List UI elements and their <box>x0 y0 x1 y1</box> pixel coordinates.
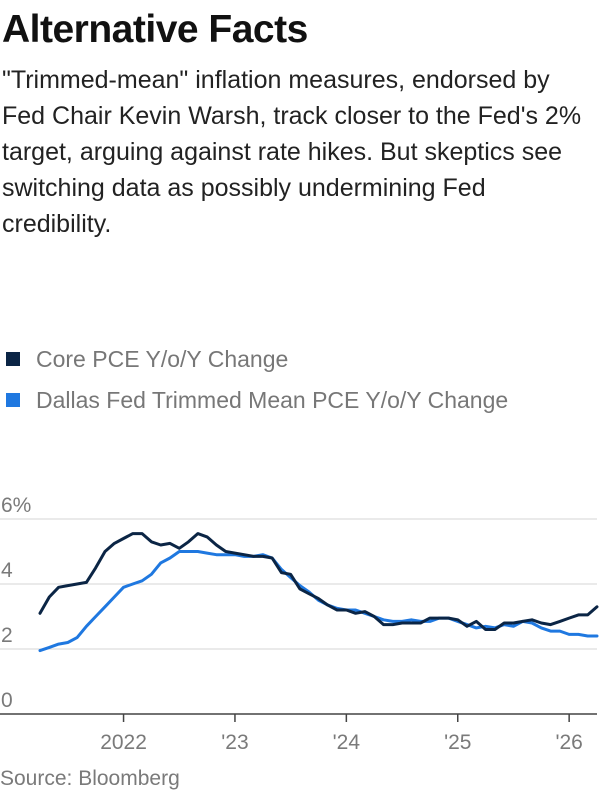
y-tick-label: 2 <box>1 624 13 647</box>
y-tick-label: 4 <box>1 559 13 582</box>
series-line-core-pce <box>38 532 599 631</box>
x-tick-label: '23 <box>221 731 248 754</box>
legend-item-trimmed-mean: Dallas Fed Trimmed Mean PCE Y/o/Y Change <box>6 383 596 417</box>
chart-title: Alternative Facts <box>2 8 308 51</box>
x-tick-label: '25 <box>444 731 471 754</box>
x-tick-label: '24 <box>333 731 361 754</box>
legend-swatch-core-pce <box>6 352 20 366</box>
x-tick-label: 2022 <box>100 731 147 754</box>
y-tick-label: 6% <box>1 494 31 517</box>
legend-swatch-trimmed-mean <box>6 393 20 407</box>
legend-item-core-pce: Core PCE Y/o/Y Change <box>6 342 596 376</box>
x-tick-label: '26 <box>555 731 582 754</box>
y-tick-label: 0 <box>1 689 13 712</box>
legend-label-trimmed-mean: Dallas Fed Trimmed Mean PCE Y/o/Y Change <box>36 387 509 413</box>
line-chart: 6% 4 2 0 2022 '23 '24 '25 '26 <box>0 494 599 754</box>
source-note: Source: Bloomberg <box>0 767 180 790</box>
legend: Core PCE Y/o/Y Change Dallas Fed Trimmed… <box>6 342 596 424</box>
series-line-trimmed-mean <box>38 550 599 653</box>
legend-label-core-pce: Core PCE Y/o/Y Change <box>36 346 289 372</box>
chart-subtitle: "Trimmed-mean" inflation measures, endor… <box>2 66 582 238</box>
